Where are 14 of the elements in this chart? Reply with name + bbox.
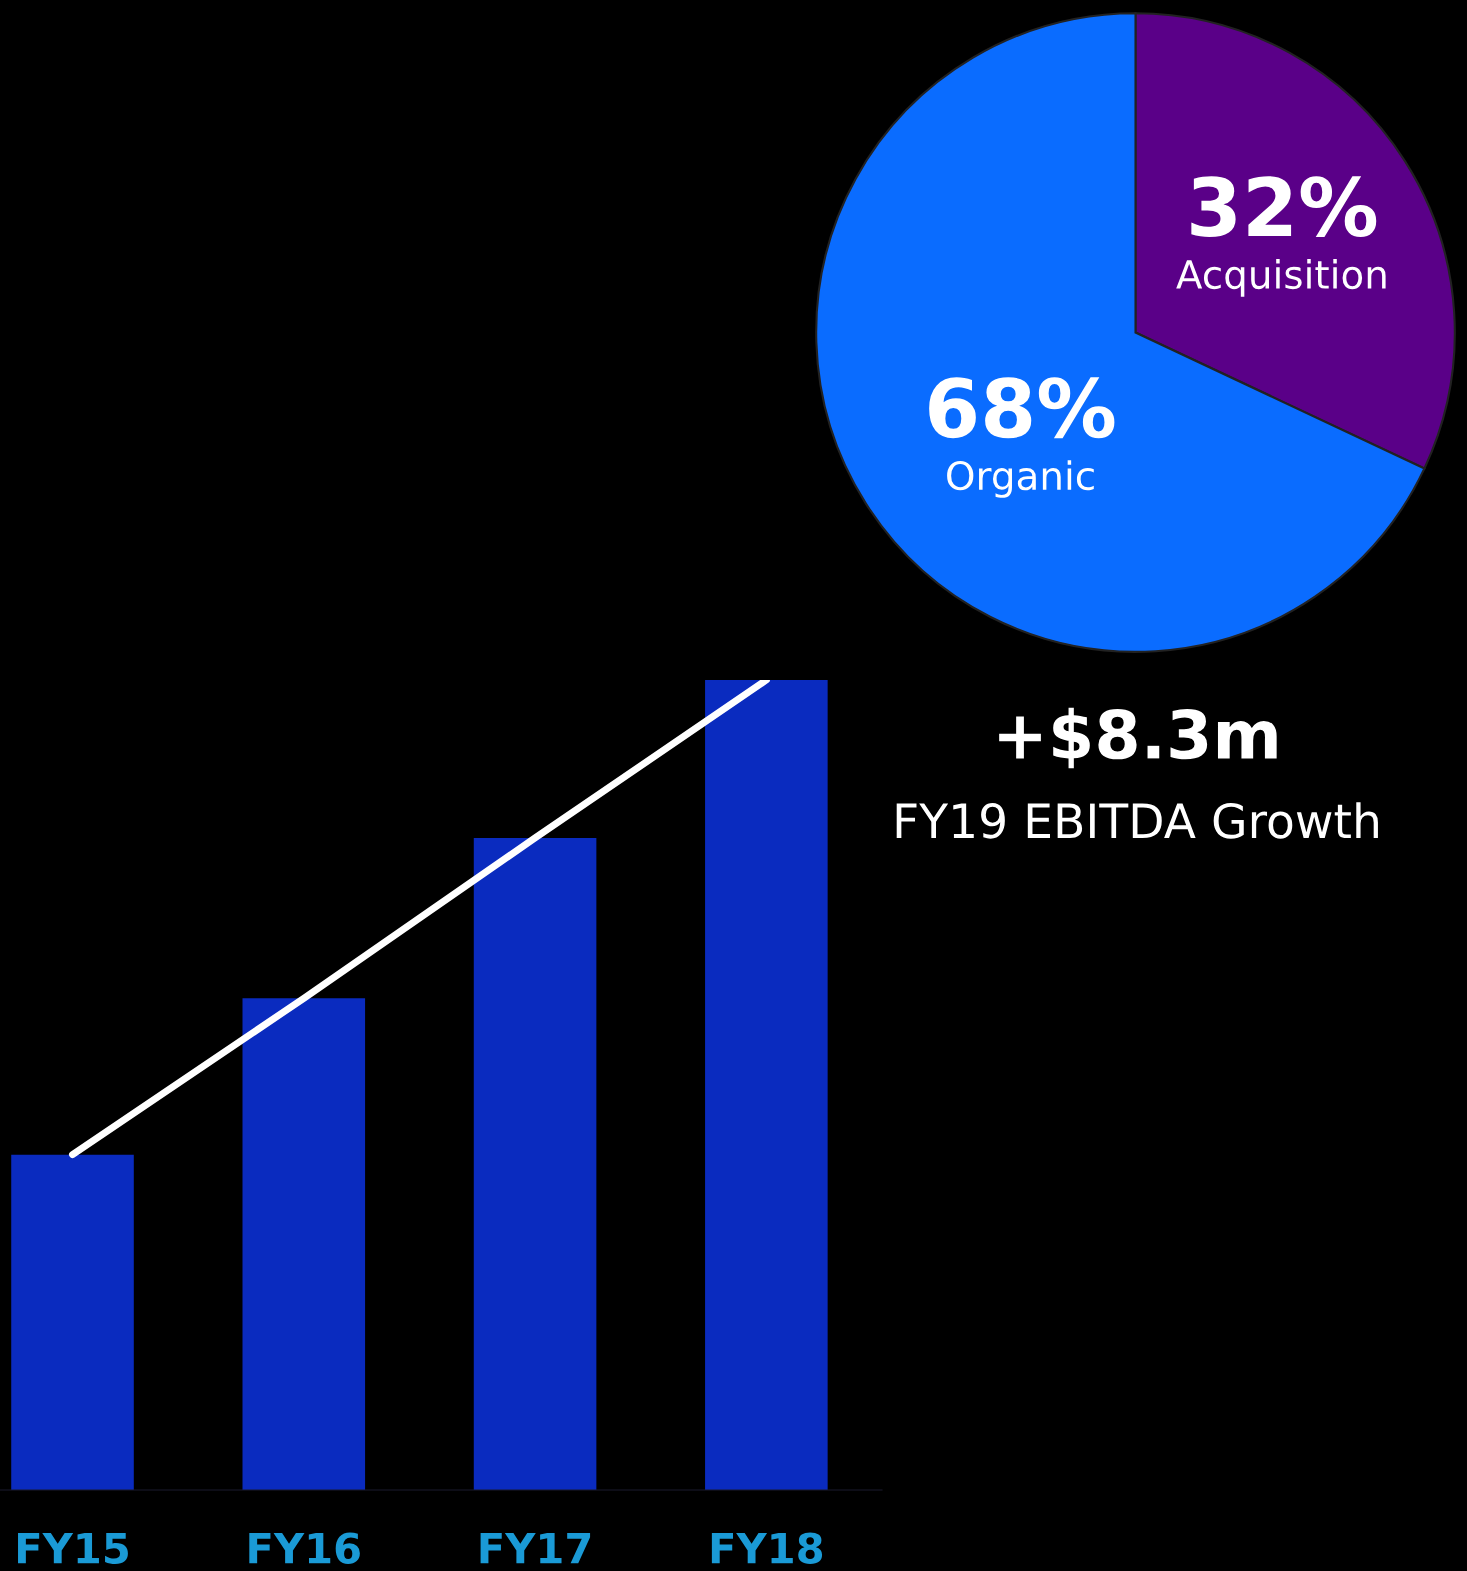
text: FY19 EBITDA Growth (896, 802, 1378, 839)
x-tick-label: FY18 (711, 1532, 823, 1564)
text: +$8.3m (999, 707, 1277, 769)
x-tick-label: FY15 (18, 1532, 128, 1564)
slice-label: Organic (947, 460, 1094, 498)
bar (242, 998, 366, 1490)
bar (11, 1154, 134, 1490)
x-tick-label: FY17 (480, 1532, 591, 1564)
bar (473, 837, 597, 1490)
bar (705, 680, 828, 1490)
x-tick-label: FY16 (249, 1532, 360, 1564)
data-label: 32% (1191, 176, 1377, 238)
data-label: 68% (929, 377, 1115, 439)
slice-label: Acquisition (1176, 259, 1386, 297)
